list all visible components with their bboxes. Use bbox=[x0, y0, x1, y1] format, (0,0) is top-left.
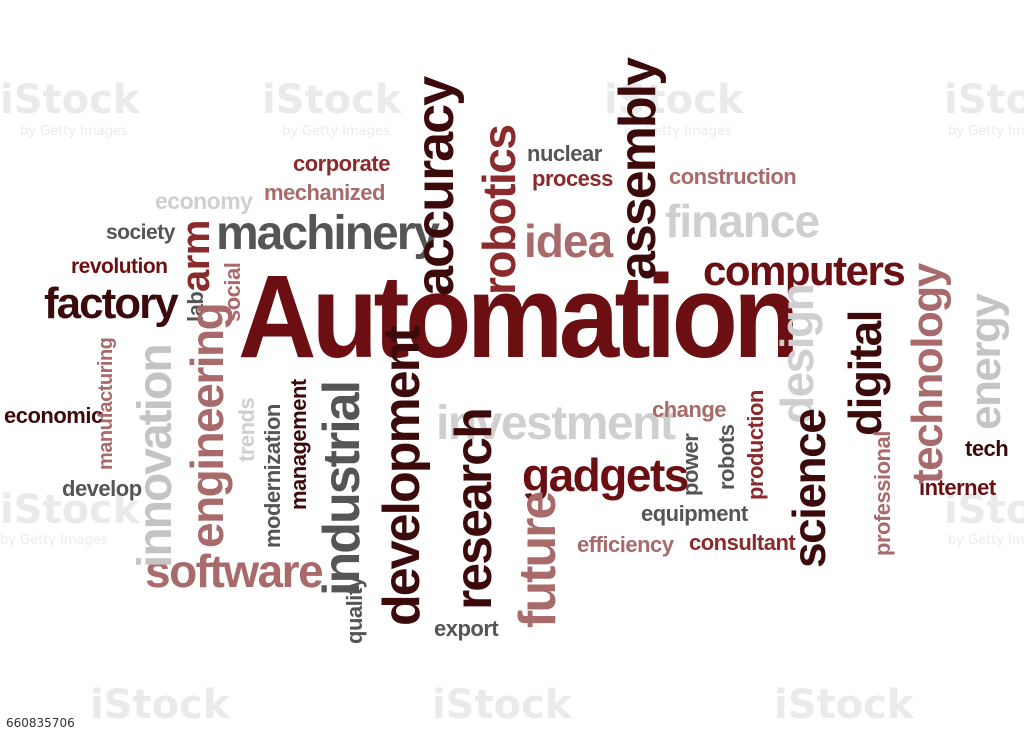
word-robotics: robotics bbox=[473, 125, 525, 295]
word-internet: internet bbox=[919, 475, 996, 500]
word-engineering: engineering bbox=[181, 303, 233, 548]
word-quality: quality bbox=[342, 576, 367, 644]
word-gadgets: gadgets bbox=[522, 449, 689, 501]
word-management: management bbox=[286, 379, 311, 510]
word-power: power bbox=[678, 433, 703, 496]
word-factory: factory bbox=[44, 279, 179, 328]
word-consultant: consultant bbox=[689, 530, 796, 555]
watermark-logo: iStock bbox=[0, 77, 140, 123]
word-economic: economic bbox=[4, 403, 103, 428]
watermark-logo: iStock bbox=[262, 77, 402, 123]
word-arm: arm bbox=[174, 220, 218, 292]
watermark-subtext: by Getty Images bbox=[624, 124, 732, 139]
word-change: change bbox=[652, 397, 727, 422]
word-construction: construction bbox=[669, 164, 797, 189]
watermark-logo: iStock bbox=[432, 682, 572, 728]
watermark-subtext: by Getty Images bbox=[948, 533, 1024, 548]
word-design: design bbox=[771, 284, 823, 424]
word-software: software bbox=[145, 545, 324, 597]
watermark-subtext: by Getty Images bbox=[948, 124, 1024, 139]
word-finance: finance bbox=[665, 195, 820, 247]
word-export: export bbox=[434, 616, 499, 641]
word-professional: professional bbox=[870, 431, 895, 556]
word-assembly: assembly bbox=[609, 58, 667, 280]
word-production: production bbox=[743, 390, 768, 500]
word-industrial: industrial bbox=[313, 381, 371, 596]
word-research: research bbox=[445, 409, 503, 610]
word-digital: digital bbox=[839, 311, 891, 436]
word-machinery: machinery bbox=[216, 207, 440, 260]
watermark-subtext: by Getty Images bbox=[0, 533, 108, 548]
word-revolution: revolution bbox=[71, 255, 168, 278]
word-manufacturing: manufacturing bbox=[95, 337, 117, 470]
word-robots: robots bbox=[714, 424, 739, 490]
word-energy: energy bbox=[961, 294, 1010, 430]
word-corporate: corporate bbox=[293, 151, 390, 176]
stock-id-label: 660835706 bbox=[2, 714, 79, 732]
word-economy: economy bbox=[155, 188, 253, 214]
word-trends: trends bbox=[234, 397, 259, 462]
watermark-subtext: by Getty Images bbox=[20, 124, 128, 139]
word-accuracy: accuracy bbox=[405, 77, 465, 296]
word-innovation: innovation bbox=[129, 345, 182, 568]
word-development: development bbox=[373, 327, 431, 626]
word-modernization: modernization bbox=[260, 404, 285, 548]
word-nuclear: nuclear bbox=[527, 141, 602, 166]
watermark-logo: iStock bbox=[0, 487, 140, 533]
watermark-logo: iStock bbox=[604, 77, 744, 123]
watermark-logo: iStock bbox=[944, 487, 1024, 533]
watermark-logo: iStock bbox=[90, 682, 230, 728]
word-society: society bbox=[106, 221, 175, 244]
word-process: process bbox=[532, 166, 613, 191]
word-automation: Automation bbox=[238, 251, 800, 383]
watermark-logo: iStock bbox=[944, 77, 1024, 123]
word-tech: tech bbox=[965, 436, 1009, 461]
word-idea: idea bbox=[524, 215, 613, 267]
word-future: future bbox=[509, 492, 567, 628]
word-computers: computers bbox=[703, 247, 906, 294]
watermark-subtext: by Getty Images bbox=[282, 124, 390, 139]
word-equipment: equipment bbox=[641, 501, 748, 526]
word-efficiency: efficiency bbox=[577, 532, 674, 557]
word-develop: develop bbox=[62, 476, 142, 501]
word-technology: technology bbox=[903, 264, 952, 484]
word-mechanized: mechanized bbox=[264, 180, 385, 205]
word-investment: investment bbox=[436, 397, 676, 450]
watermark-logo: iStock bbox=[774, 682, 914, 728]
word-science: science bbox=[783, 409, 835, 568]
